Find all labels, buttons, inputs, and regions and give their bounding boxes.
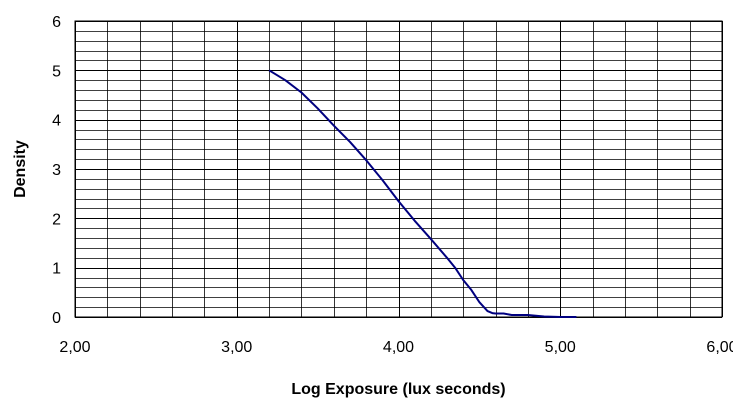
x-tick-label: 6,00 <box>706 339 733 356</box>
grid <box>74 20 723 318</box>
x-tick-label: 2,00 <box>59 339 90 356</box>
x-tick-label: 5,00 <box>545 339 576 356</box>
y-tick-label: 1 <box>52 261 61 278</box>
y-tick-label: 5 <box>52 63 61 80</box>
x-tick-label: 4,00 <box>383 339 414 356</box>
y-tick-label: 2 <box>52 211 61 228</box>
x-axis-title: Log Exposure (lux seconds) <box>291 381 505 398</box>
tick-labels: 2,00 3,00 4,00 5,00 6,00 0 1 2 3 4 5 6 <box>52 14 733 356</box>
y-tick-label: 6 <box>52 14 61 31</box>
y-tick-label: 3 <box>52 162 61 179</box>
y-axis-title: Density <box>12 140 29 198</box>
y-tick-label: 4 <box>52 113 61 130</box>
series-layer <box>268 69 577 318</box>
y-tick-label: 0 <box>52 310 61 327</box>
x-tick-label: 3,00 <box>221 339 252 356</box>
density-curve-line <box>268 69 577 318</box>
